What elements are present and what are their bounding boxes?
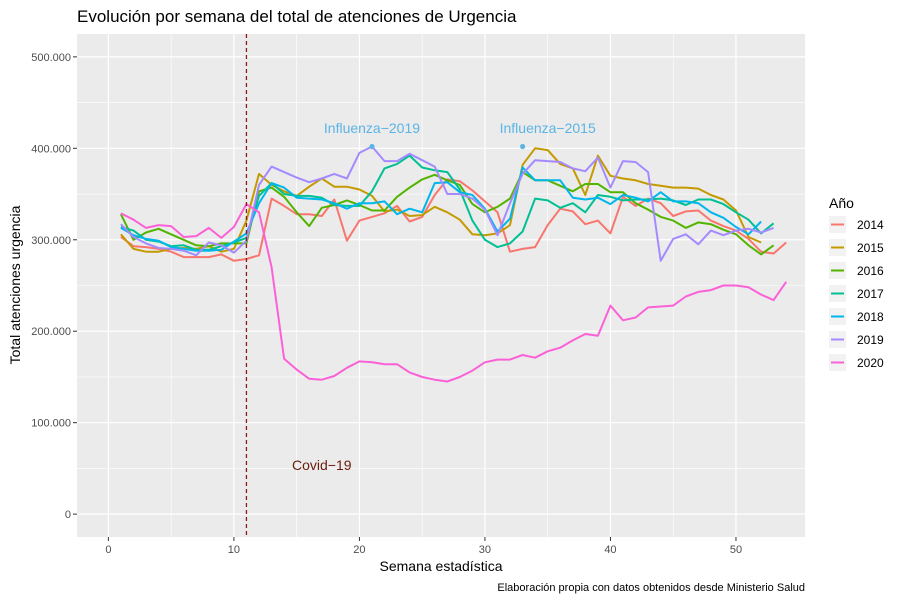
y-tick-label: 300.000 <box>31 235 71 247</box>
x-tick-label: 30 <box>479 544 491 556</box>
grid-major <box>77 34 805 537</box>
x-tick-label: 50 <box>730 544 742 556</box>
legend-label-2015: 2015 <box>857 241 884 255</box>
annotation-label: Influenza−2019 <box>324 120 420 136</box>
y-axis: 0 100.000 200.000 300.000 400.000 500.000 <box>31 52 77 521</box>
chart-title: Evolución por semana del total de atenci… <box>77 7 517 26</box>
x-axis-title: Semana estadística <box>380 558 503 574</box>
y-tick-label: 500.000 <box>31 52 71 64</box>
highlight-points-layer <box>369 143 526 150</box>
y-tick-label: 0 <box>65 509 71 521</box>
legend-label-2020: 2020 <box>857 356 884 370</box>
legend-title: Año <box>829 195 854 211</box>
y-axis-title: Total atenciones urgencia <box>7 205 23 364</box>
series-line-2019 <box>120 145 774 262</box>
highlight-point <box>519 143 526 150</box>
x-tick-label: 20 <box>353 544 365 556</box>
legend-label-2017: 2017 <box>857 287 884 301</box>
x-axis: 0 10 20 30 40 50 <box>105 537 742 556</box>
annotation-label: Covid−19 <box>292 457 352 473</box>
highlight-point <box>369 143 375 150</box>
x-tick-label: 0 <box>105 544 111 556</box>
annotation-label: Influenza−2015 <box>500 120 596 136</box>
legend-label-2018: 2018 <box>857 310 884 324</box>
y-tick-label: 200.000 <box>31 326 71 338</box>
series-line-2020 <box>120 203 788 383</box>
legend-label-2014: 2014 <box>857 218 884 232</box>
y-tick-label: 100.000 <box>31 418 71 430</box>
x-tick-label: 10 <box>228 544 240 556</box>
series-layer <box>120 145 788 383</box>
grid-minor <box>77 34 805 537</box>
series-line-2015 <box>120 147 762 253</box>
legend-label-2019: 2019 <box>857 333 884 347</box>
caption: Elaboración propia con datos obtenidos d… <box>497 582 805 594</box>
legend: Año 2014 2015 2016 2017 2018 2019 2020 <box>829 195 884 371</box>
annotations-layer: Covid−19 Influenza−2019 Influenza−2015 <box>292 120 596 473</box>
y-tick-label: 400.000 <box>31 143 71 155</box>
legend-label-2016: 2016 <box>857 264 884 278</box>
x-tick-label: 40 <box>604 544 616 556</box>
